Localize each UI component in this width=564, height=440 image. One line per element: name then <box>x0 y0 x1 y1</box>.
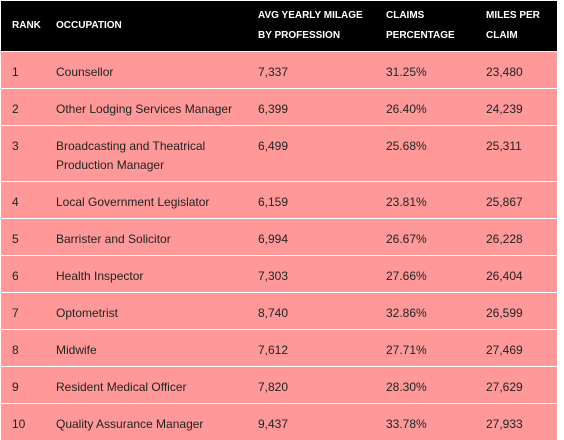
claims-percentage-cell: 31.25% <box>375 50 475 88</box>
occupation-cell: Resident Medical Officer <box>45 365 247 403</box>
claims-percentage-cell: 28.30% <box>375 365 475 403</box>
avg-mileage-cell: 7,337 <box>247 50 375 88</box>
table-row: 7 Optometrist 8,740 32.86% 26,599 <box>1 291 557 329</box>
occupation-cell: Health Inspector <box>45 254 247 292</box>
header-row: RANK OCCUPATION AVG YEARLY MILAGE BY PROF… <box>1 1 557 51</box>
occupation-cell: Other Lodging Services Manager <box>45 87 247 125</box>
occupation-cell: Barrister and Solicitor <box>45 217 247 255</box>
occupation-cell: Counsellor <box>45 50 247 88</box>
avg-mileage-cell: 6,159 <box>247 180 375 218</box>
claims-percentage-cell: 26.40% <box>375 87 475 125</box>
avg-mileage-cell: 7,303 <box>247 254 375 292</box>
rank-cell: 5 <box>1 217 45 255</box>
occupation-cell: Quality Assurance Manager <box>45 402 247 440</box>
rank-cell: 2 <box>1 87 45 125</box>
rank-cell: 8 <box>1 328 45 366</box>
avg-mileage-cell: 6,994 <box>247 217 375 255</box>
occupation-cell: Midwife <box>45 328 247 366</box>
table-row: 5 Barrister and Solicitor 6,994 26.67% 2… <box>1 217 557 255</box>
avg-mileage-cell: 8,740 <box>247 291 375 329</box>
miles-per-claim-cell: 27,629 <box>475 365 557 403</box>
table-row: 1 Counsellor 7,337 31.25% 23,480 <box>1 50 557 88</box>
miles-per-claim-cell: 26,228 <box>475 217 557 255</box>
claims-percentage-cell: 32.86% <box>375 291 475 329</box>
table-header: RANK OCCUPATION AVG YEARLY MILAGE BY PROF… <box>1 1 557 51</box>
occupation-cell: Broadcasting and Theatrical Production M… <box>45 124 247 181</box>
claims-percentage-cell: 27.71% <box>375 328 475 366</box>
table-row: 2 Other Lodging Services Manager 6,399 2… <box>1 87 557 125</box>
avg-mileage-cell: 6,499 <box>247 124 375 181</box>
claims-percentage-cell: 26.67% <box>375 217 475 255</box>
header-occupation: OCCUPATION <box>45 1 247 51</box>
rank-cell: 4 <box>1 180 45 218</box>
miles-per-claim-cell: 26,599 <box>475 291 557 329</box>
table-row: 4 Local Government Legislator 6,159 23.8… <box>1 180 557 218</box>
rank-cell: 6 <box>1 254 45 292</box>
table-row: 3 Broadcasting and Theatrical Production… <box>1 124 557 181</box>
rank-cell: 7 <box>1 291 45 329</box>
occupation-cell: Optometrist <box>45 291 247 329</box>
claims-percentage-cell: 25.68% <box>375 124 475 181</box>
miles-per-claim-cell: 24,239 <box>475 87 557 125</box>
rank-cell: 10 <box>1 402 45 440</box>
miles-per-claim-cell: 23,480 <box>475 50 557 88</box>
rank-cell: 9 <box>1 365 45 403</box>
header-rank: RANK <box>1 1 45 51</box>
avg-mileage-cell: 6,399 <box>247 87 375 125</box>
claims-percentage-cell: 23.81% <box>375 180 475 218</box>
claims-percentage-cell: 33.78% <box>375 402 475 440</box>
header-miles-per-claim: MILES PER CLAIM <box>475 1 557 51</box>
header-avg-yearly-mileage: AVG YEARLY MILAGE BY PROFESSION <box>247 1 375 51</box>
miles-per-claim-cell: 26,404 <box>475 254 557 292</box>
table-body: 1 Counsellor 7,337 31.25% 23,480 2 Other… <box>1 50 557 440</box>
avg-mileage-cell: 7,612 <box>247 328 375 366</box>
occupation-cell: Local Government Legislator <box>45 180 247 218</box>
table-row: 10 Quality Assurance Manager 9,437 33.78… <box>1 402 557 440</box>
miles-per-claim-cell: 27,933 <box>475 402 557 440</box>
table-row: 9 Resident Medical Officer 7,820 28.30% … <box>1 365 557 403</box>
table-row: 8 Midwife 7,612 27.71% 27,469 <box>1 328 557 366</box>
avg-mileage-cell: 9,437 <box>247 402 375 440</box>
avg-mileage-cell: 7,820 <box>247 365 375 403</box>
header-claims-percentage: CLAIMS PERCENTAGE <box>375 1 475 51</box>
rank-cell: 1 <box>1 50 45 88</box>
miles-per-claim-cell: 25,311 <box>475 124 557 181</box>
miles-per-claim-cell: 27,469 <box>475 328 557 366</box>
claims-percentage-cell: 27.66% <box>375 254 475 292</box>
miles-per-claim-cell: 25,867 <box>475 180 557 218</box>
rank-cell: 3 <box>1 124 45 181</box>
table-row: 6 Health Inspector 7,303 27.66% 26,404 <box>1 254 557 292</box>
